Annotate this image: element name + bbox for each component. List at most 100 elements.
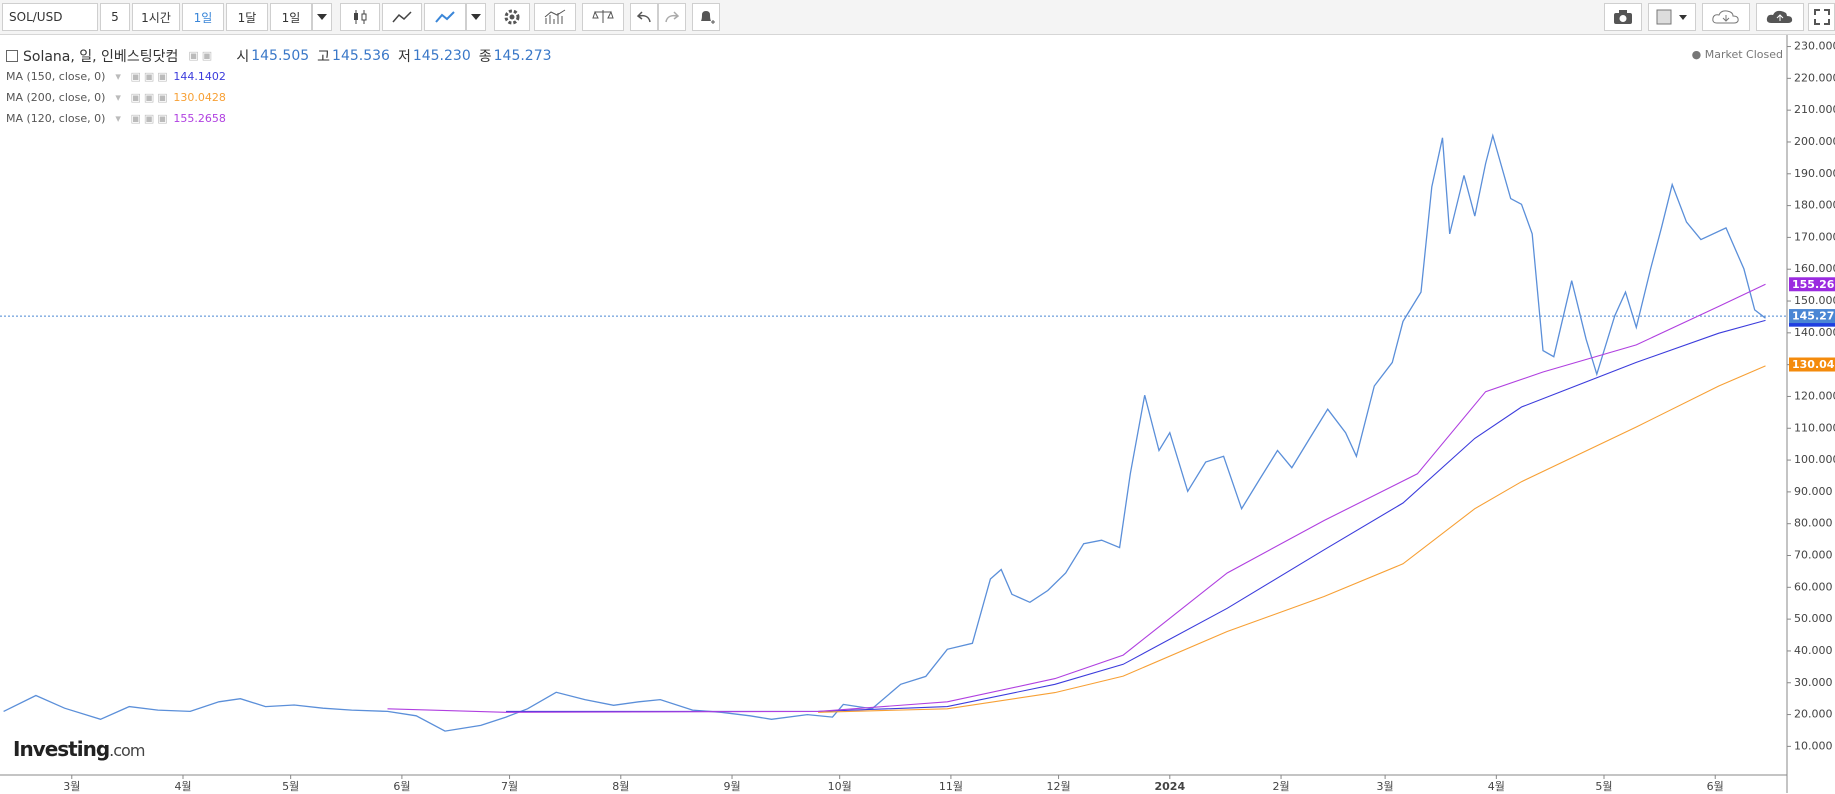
screenshot-button[interactable] xyxy=(1604,3,1642,31)
logo: Investing.com xyxy=(13,737,145,761)
legend: Solana, 일, 인베스팅닷컴 ▣▣ 시 145.505 고 145.536 저… xyxy=(6,45,560,129)
interval-button[interactable]: 1달 xyxy=(226,3,268,31)
dropdown-button[interactable] xyxy=(466,3,486,31)
low-value: 145.230 xyxy=(412,47,471,64)
x-tick-label: 6월 xyxy=(393,780,410,793)
x-tick-label: 8월 xyxy=(612,780,629,793)
open-label: 시 xyxy=(236,48,250,65)
dropdown-button[interactable] xyxy=(312,3,332,31)
y-tick-label: 170.000 xyxy=(1794,230,1835,243)
ma-value: 144.1402 xyxy=(173,70,226,83)
market-status: ● Market Closed xyxy=(1691,48,1783,61)
x-tick-label: 2024 xyxy=(1154,780,1185,793)
fullscreen-button[interactable] xyxy=(1808,3,1835,31)
header-title: Solana, 일, 인베스팅닷컴 xyxy=(23,48,179,65)
last-value-badge xyxy=(1789,277,1835,292)
ma-icons[interactable]: ▾ ▣▣▣ xyxy=(115,91,171,104)
interval-button[interactable]: 5 xyxy=(100,3,130,31)
ma-legend: MA (150, close, 0) ▾ ▣▣▣ 144.1402 MA (200, … xyxy=(6,66,560,129)
low-label: 저 xyxy=(397,48,411,65)
compare-button[interactable] xyxy=(582,3,624,31)
interval-button[interactable]: 1일 xyxy=(270,3,312,31)
ma-value: 155.2658 xyxy=(173,112,226,125)
header-icons: ▣▣ xyxy=(188,49,216,62)
undo-button[interactable] xyxy=(630,3,658,31)
x-tick-label: 6월 xyxy=(1707,780,1724,793)
logo-suffix: .com xyxy=(109,741,145,760)
y-tick-label: 210.000 xyxy=(1794,103,1835,116)
symbol-input[interactable]: SOL/USD xyxy=(2,3,98,31)
close-label: 종 xyxy=(478,48,492,65)
x-tick-label: 5월 xyxy=(1595,780,1612,793)
close-badge xyxy=(1789,309,1835,324)
y-tick-label: 10.000 xyxy=(1794,739,1833,752)
ma-icons[interactable]: ▾ ▣▣▣ xyxy=(115,112,171,125)
cloud-load-button[interactable] xyxy=(1702,3,1750,31)
x-tick-label: 4월 xyxy=(1488,780,1505,793)
y-tick-label: 180.000 xyxy=(1794,199,1835,212)
y-tick-label: 20.000 xyxy=(1794,708,1833,721)
ma-name: MA (200, close, 0) xyxy=(6,91,106,104)
y-tick-label: 160.000 xyxy=(1794,262,1835,275)
high-value: 145.536 xyxy=(332,47,390,64)
candle-button[interactable] xyxy=(340,3,380,31)
last-value-badge xyxy=(1789,357,1835,372)
series-line xyxy=(818,365,1766,713)
series-line xyxy=(506,319,1766,712)
ma-name: MA (150, close, 0) xyxy=(6,70,106,83)
y-tick-label: 70.000 xyxy=(1794,549,1833,562)
logo-main: Investing xyxy=(13,737,110,761)
series-line xyxy=(3,133,1766,732)
collapse-toggle[interactable] xyxy=(6,49,18,62)
y-tick-label: 120.000 xyxy=(1794,389,1835,402)
x-tick-label: 9월 xyxy=(723,780,740,793)
y-tick-label: 230.000 xyxy=(1794,40,1835,53)
toolbar: SOL/USD 5 1시간 1일 1달 1일 xyxy=(0,0,1835,35)
last-value-badge-label: 130.043 xyxy=(1792,358,1835,371)
y-tick-label: 140.000 xyxy=(1794,326,1835,339)
indicator-button[interactable] xyxy=(534,3,576,31)
y-tick-label: 80.000 xyxy=(1794,517,1833,530)
alert-button[interactable] xyxy=(692,3,720,31)
close-value: 145.273 xyxy=(493,47,552,64)
x-tick-label: 11월 xyxy=(939,780,963,793)
y-tick-label: 40.000 xyxy=(1794,644,1833,657)
ma-legend-row: MA (200, close, 0) ▾ ▣▣▣ 130.0428 xyxy=(6,87,560,108)
ma-icons[interactable]: ▾ ▣▣▣ xyxy=(115,70,171,83)
series-line xyxy=(387,283,1766,713)
chart: 10.000 20.000 30.000 40.000 50.000 60.000 70.0… xyxy=(0,35,1835,793)
x-tick-label: 7월 xyxy=(501,780,518,793)
x-tick-label: 12월 xyxy=(1047,780,1071,793)
x-tick-label: 4월 xyxy=(174,780,191,793)
high-label: 고 xyxy=(317,48,331,65)
x-tick-label: 10월 xyxy=(828,780,852,793)
y-tick-label: 110.000 xyxy=(1794,421,1835,434)
y-tick-label: 150.000 xyxy=(1794,294,1835,307)
settings-button[interactable] xyxy=(494,3,530,31)
y-tick-label: 200.000 xyxy=(1794,135,1835,148)
line-chart-button[interactable] xyxy=(382,3,422,31)
y-tick-label: 100.000 xyxy=(1794,453,1835,466)
open-value: 145.505 xyxy=(251,47,310,64)
area-chart-button[interactable] xyxy=(424,3,466,31)
x-tick-label: 2월 xyxy=(1272,780,1289,793)
cloud-save-button[interactable] xyxy=(1756,3,1804,31)
y-tick-label: 190.000 xyxy=(1794,167,1835,180)
redo-button[interactable] xyxy=(658,3,686,31)
template-button[interactable] xyxy=(1648,3,1696,31)
x-tick-label: 5월 xyxy=(282,780,299,793)
interval-button[interactable]: 1일 xyxy=(182,3,224,31)
ma-legend-row: MA (120, close, 0) ▾ ▣▣▣ 155.2658 xyxy=(6,108,560,129)
ma-value: 130.0428 xyxy=(173,91,226,104)
y-tick-label: 50.000 xyxy=(1794,612,1833,625)
y-tick-label: 30.000 xyxy=(1794,676,1833,689)
close-badge-label: 145.273 xyxy=(1792,310,1835,323)
interval-button[interactable]: 1시간 xyxy=(132,3,180,31)
ma-name: MA (120, close, 0) xyxy=(6,112,106,125)
market-status-text: Market Closed xyxy=(1704,48,1783,61)
ma-legend-row: MA (150, close, 0) ▾ ▣▣▣ 144.1402 xyxy=(6,66,560,87)
last-value-badge-label: 155.266 xyxy=(1792,278,1835,291)
header-row: Solana, 일, 인베스팅닷컴 ▣▣ 시 145.505 고 145.536 저… xyxy=(6,45,560,66)
y-tick-label: 90.000 xyxy=(1794,485,1833,498)
